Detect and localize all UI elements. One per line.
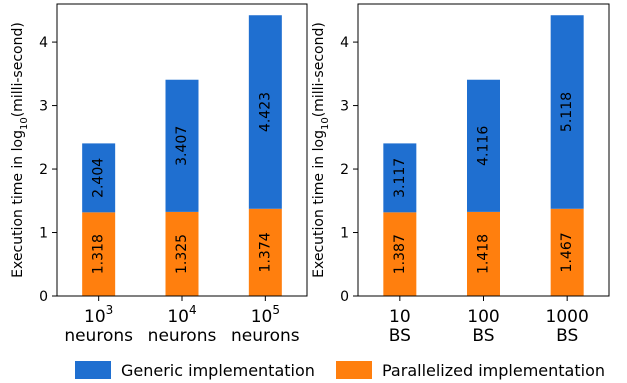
data-label-parallel: 1.418 [476, 234, 492, 274]
y-axis-label: Execution time in log10(milli-second) [311, 22, 331, 278]
legend: Generic implementation Parallelized impl… [0, 352, 627, 382]
y-tick-label: 1 [39, 226, 48, 242]
bar-generic [467, 79, 500, 212]
x-tick-label: 104 [167, 303, 196, 327]
bar-generic [248, 15, 282, 209]
bar-parallel [383, 212, 417, 296]
y-tick-label: 2 [39, 162, 48, 178]
bar-parallel [248, 208, 282, 296]
x-tick-label-line2: neurons [64, 326, 133, 346]
legend-swatch-generic [75, 361, 111, 379]
x-tick-label-line2: BS [389, 326, 411, 346]
plot-frame [357, 3, 610, 297]
y-tick-label: 3 [39, 99, 48, 115]
bar-parallel [82, 212, 116, 296]
data-label-parallel: 1.467 [559, 232, 575, 272]
y-tick-label: 4 [39, 35, 48, 51]
x-tick-label-line2: BS [556, 326, 578, 346]
data-label-parallel: 1.318 [91, 234, 107, 274]
x-tick-label: 10 [389, 307, 411, 327]
data-label-generic: 3.117 [392, 158, 408, 198]
x-tick-label-line2: neurons [148, 326, 217, 346]
y-tick-label: 3 [340, 99, 349, 115]
y-tick-label: 1 [340, 226, 349, 242]
chart-panel-2: 012341.3873.11710BS1.4184.116100BS1.4675… [311, 3, 610, 346]
data-label-parallel: 1.374 [257, 232, 273, 272]
y-tick-label: 2 [340, 162, 349, 178]
bar-generic [82, 143, 116, 213]
data-label-generic: 2.404 [91, 158, 107, 198]
legend-label-parallel: Parallelized implementation [382, 360, 605, 380]
bar-generic [383, 143, 417, 213]
chart-canvas: 012341.3182.404103neurons1.3253.407104ne… [10, 3, 610, 346]
x-tick-label: 100 [467, 307, 499, 327]
x-tick-label-line2: BS [472, 326, 494, 346]
bar-generic [550, 15, 584, 209]
x-tick-label-line2: neurons [231, 326, 300, 346]
y-tick-label: 4 [340, 35, 349, 51]
legend-item-parallel: Parallelized implementation [336, 358, 605, 382]
bar-generic [165, 79, 199, 212]
x-tick-label: 103 [84, 303, 113, 327]
data-label-parallel: 1.325 [174, 234, 190, 274]
chart-panel-1: 012341.3182.404103neurons1.3253.407104ne… [10, 3, 308, 346]
data-label-generic: 4.423 [257, 92, 273, 132]
legend-label-generic: Generic implementation [121, 360, 315, 380]
legend-item-generic: Generic implementation [75, 358, 315, 382]
bar-parallel [165, 211, 199, 296]
bar-parallel [550, 208, 584, 296]
plot-frame [56, 3, 308, 297]
y-axis-label: Execution time in log10(milli-second) [10, 22, 30, 278]
data-label-generic: 5.118 [559, 92, 575, 132]
data-label-generic: 3.407 [174, 126, 190, 166]
x-tick-label: 105 [251, 303, 280, 327]
x-tick-label: 1000 [546, 307, 589, 327]
y-tick-label: 0 [340, 289, 349, 305]
data-label-parallel: 1.387 [392, 234, 408, 274]
bar-parallel [467, 211, 500, 296]
data-label-generic: 4.116 [476, 126, 492, 166]
legend-swatch-parallel [336, 361, 372, 379]
y-tick-label: 0 [39, 289, 48, 305]
